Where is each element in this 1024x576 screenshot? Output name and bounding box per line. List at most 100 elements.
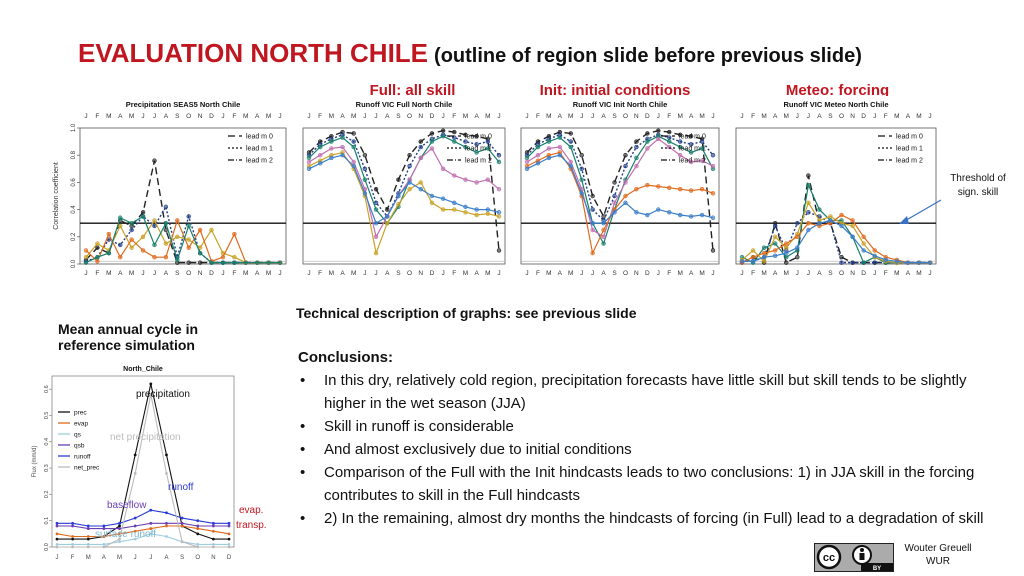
- data-point: [385, 214, 390, 219]
- data-point: [634, 186, 639, 192]
- data-point: [165, 453, 168, 457]
- conclusion-text: 2) In the remaining, almost dry months t…: [324, 510, 984, 527]
- data-point: [197, 227, 203, 233]
- data-point: [196, 532, 200, 536]
- data-point: [872, 248, 877, 253]
- data-point: [149, 521, 153, 525]
- data-point: [118, 215, 123, 220]
- data-point: [677, 152, 683, 158]
- x-tick-label-top: M: [677, 113, 682, 120]
- plot-frame: [51, 375, 235, 548]
- bullet: •: [300, 464, 306, 481]
- data-point: [916, 260, 922, 265]
- data-point: [209, 227, 214, 233]
- data-point: [784, 241, 789, 246]
- x-tick-label-top: M: [568, 113, 573, 120]
- data-point: [485, 211, 491, 216]
- x-tick-label: J: [141, 270, 144, 277]
- conclusions: Conclusions: • In this dry, relatively co…: [298, 346, 998, 530]
- y-tick-label: 0.5: [44, 412, 50, 420]
- conclusion-text: Skill in runoff is considerable: [324, 418, 514, 435]
- x-tick-label-top: S: [828, 113, 833, 120]
- x-tick-label: J: [591, 270, 594, 277]
- x-tick-label-top: A: [340, 113, 345, 120]
- data-point: [590, 220, 595, 226]
- x-tick-label-top: J: [153, 113, 156, 120]
- y-tick-label: 0.2: [71, 232, 77, 241]
- data-point: [86, 527, 90, 530]
- data-point: [590, 250, 595, 256]
- data-point: [861, 260, 866, 265]
- x-tick-label: D: [209, 270, 214, 277]
- title-sub: (outline of region slide before previous…: [434, 45, 862, 67]
- data-point: [568, 159, 573, 165]
- x-tick-label-top: M: [463, 113, 468, 120]
- data-point: [795, 220, 800, 226]
- data-point: [71, 521, 75, 525]
- label-baseflow: baseflow: [107, 500, 147, 511]
- x-tick-label: J: [441, 270, 444, 277]
- data-point: [55, 537, 59, 541]
- data-point: [317, 152, 323, 158]
- x-tick-label: D: [430, 270, 435, 277]
- conclusion-item: • 2) In the remaining, almost dry months …: [298, 507, 998, 530]
- data-point: [118, 537, 121, 541]
- data-point: [351, 144, 356, 150]
- x-tick-label: A: [385, 270, 390, 277]
- data-point: [795, 234, 800, 240]
- x-tick-label-top: O: [186, 113, 191, 120]
- x-tick-label-top: D: [430, 113, 435, 120]
- data-point: [861, 241, 866, 246]
- x-tick-label-top: D: [209, 113, 214, 120]
- x-tick-label-top: A: [817, 113, 822, 120]
- data-point: [165, 535, 168, 538]
- y-tick-label: 0.2: [44, 491, 50, 499]
- series-line: [56, 525, 230, 538]
- data-point: [254, 260, 260, 265]
- data-point: [340, 152, 345, 158]
- data-point: [351, 163, 356, 169]
- data-point: [118, 540, 121, 544]
- data-point: [306, 159, 312, 165]
- data-point: [474, 142, 479, 147]
- data-point: [634, 155, 639, 161]
- data-point: [152, 242, 157, 248]
- x-tick-label-top: J: [580, 113, 583, 120]
- data-point: [152, 158, 157, 163]
- data-point: [772, 223, 778, 229]
- slide-title: EVALUATION NORTH CHILE (outline of region…: [78, 38, 862, 69]
- data-point: [55, 524, 59, 528]
- data-point: [396, 201, 401, 207]
- series-line: [526, 154, 714, 224]
- x-tick-label: J: [873, 270, 876, 277]
- x-tick-label: A: [164, 270, 169, 277]
- y-tick-label: 0.0: [44, 543, 50, 551]
- x-tick-label-top: J: [141, 113, 144, 120]
- legend-label: lead m 2: [896, 158, 923, 165]
- data-point: [211, 529, 215, 533]
- x-tick-label-top: D: [861, 113, 866, 120]
- chart-title: North_Chile: [123, 366, 163, 373]
- data-point: [452, 200, 457, 206]
- data-point: [568, 144, 573, 150]
- data-point: [710, 248, 716, 253]
- x-tick-label: M: [329, 270, 334, 277]
- x-tick-label-top: M: [329, 113, 334, 120]
- data-point: [186, 260, 191, 265]
- data-point: [474, 180, 479, 185]
- x-tick-label: J: [740, 270, 743, 277]
- data-point: [817, 220, 822, 226]
- plot-frame: [79, 127, 287, 265]
- skill-chart-svg: Runoff VIC Init North ChileJJFFMMAAMMJJJ…: [520, 100, 720, 277]
- chart-mean-annual-cycle: North_Chile 0.0 0.1 0.2 0.3 0.4 0.5 0.6 Flux (mm…: [30, 360, 240, 565]
- data-point: [784, 250, 789, 256]
- data-point: [474, 133, 479, 139]
- data-point: [152, 218, 157, 223]
- x-tick-label-top: J: [84, 113, 87, 120]
- data-point: [317, 144, 323, 150]
- data-point: [55, 521, 59, 525]
- data-point: [429, 131, 435, 136]
- data-point: [535, 161, 541, 166]
- chart-runoff-meteo: Runoff VIC Meteo North Chile J J F F M M A A M M J J…: [730, 96, 940, 278]
- x-tick-label: M: [916, 270, 921, 277]
